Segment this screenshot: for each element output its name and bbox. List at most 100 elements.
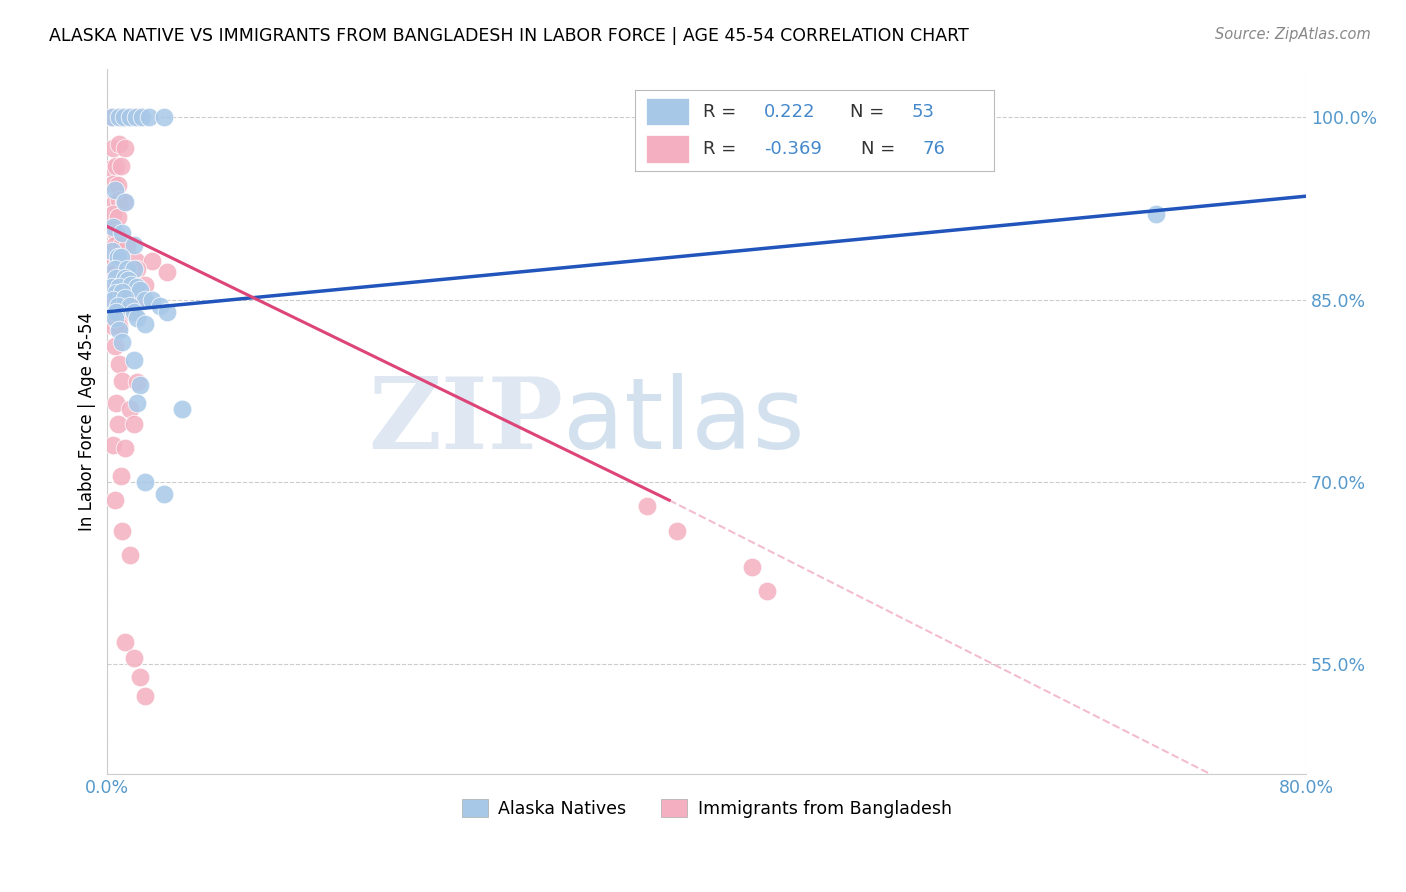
Point [107,417,129,431]
Point [153,110,176,124]
Point [108,253,131,268]
Point [105,304,128,318]
Point [114,635,136,649]
Point [118,402,141,417]
Point [115,110,138,124]
Point [111,266,134,280]
Point [124,353,146,368]
Point [101,110,124,124]
Point [141,253,163,268]
Point [124,262,146,277]
Point [107,178,129,193]
Point [114,441,136,455]
Point [103,253,125,268]
Point [107,210,129,224]
Point [127,396,149,410]
Point [128,110,150,124]
Point [110,468,132,483]
Point [104,183,127,197]
Point [111,524,134,538]
Point [111,335,134,350]
Y-axis label: In Labor Force | Age 45-54: In Labor Force | Age 45-54 [79,311,96,531]
Point [111,285,134,300]
Point [124,304,146,318]
Point [149,299,172,313]
Point [134,293,156,307]
Point [105,270,128,285]
Legend: Alaska Natives, Immigrants from Bangladesh: Alaska Natives, Immigrants from Banglade… [456,792,959,825]
Point [114,277,136,291]
Point [124,237,146,252]
Point [1144,207,1167,221]
Point [120,277,142,292]
Point [125,253,148,268]
Point [108,136,131,151]
Point [114,270,136,285]
Point [786,110,808,124]
Point [172,402,194,417]
Point [101,222,124,236]
Point [112,304,135,318]
Point [104,262,127,277]
Point [127,310,149,325]
Point [636,500,658,514]
Point [111,374,134,388]
Point [108,319,131,334]
Point [110,159,132,173]
Point [127,280,149,294]
Point [103,438,125,452]
Point [104,195,127,210]
Point [117,293,139,307]
Point [118,548,141,562]
Point [103,177,125,191]
Point [104,493,127,508]
Point [104,310,127,325]
Point [108,323,131,337]
Point [107,299,129,313]
Text: Source: ZipAtlas.com: Source: ZipAtlas.com [1215,27,1371,42]
Point [125,110,148,124]
Point [103,319,125,334]
Point [104,264,127,278]
Point [134,689,156,703]
Point [105,277,128,292]
Point [134,277,156,292]
Point [134,317,156,331]
Point [131,110,153,124]
Point [115,262,138,277]
Point [103,207,125,221]
Point [108,110,131,124]
Point [124,417,146,431]
Point [108,280,131,294]
Point [105,226,128,240]
Point [115,240,138,254]
Point [101,161,124,176]
Point [114,140,136,154]
Point [141,293,163,307]
Point [129,377,152,392]
Point [156,264,179,278]
Point [114,291,136,305]
Point [112,195,135,210]
Point [107,250,129,264]
Point [103,140,125,154]
Point [112,110,135,124]
Point [121,110,143,124]
Point [127,376,149,390]
Point [120,277,142,292]
Point [129,669,152,683]
Point [129,283,152,297]
Point [104,237,127,252]
Point [105,304,128,318]
Point [104,339,127,353]
Point [127,262,149,277]
Point [129,293,152,307]
Point [110,250,132,264]
Point [110,239,132,253]
Point [110,291,132,305]
Point [111,110,134,124]
Text: ZIP: ZIP [368,373,562,470]
Point [101,280,124,294]
Point [124,304,146,318]
Point [108,357,131,371]
